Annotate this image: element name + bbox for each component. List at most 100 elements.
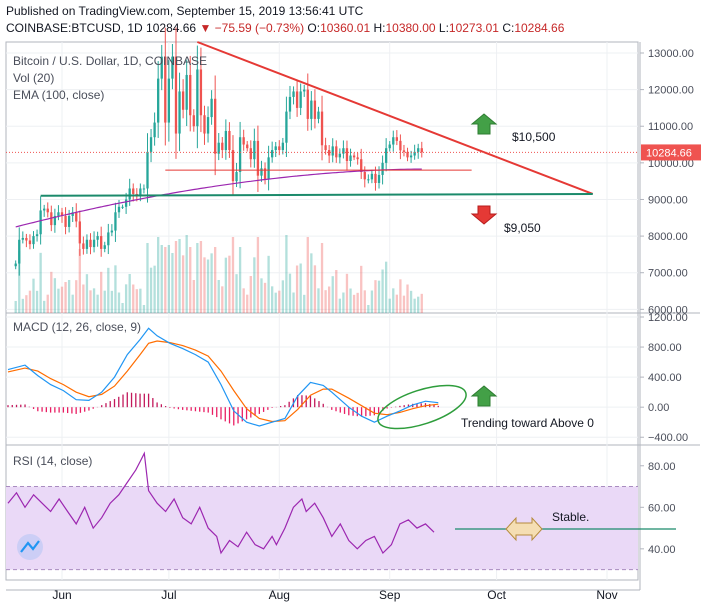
volume-bar — [335, 270, 338, 313]
volume-bar — [174, 241, 178, 313]
volume-bar — [285, 235, 288, 313]
x-tick-label: Jul — [161, 588, 176, 602]
low-label: L: — [438, 21, 449, 35]
low-value: 10273.01 — [448, 21, 499, 35]
candle — [349, 155, 352, 162]
candle — [210, 98, 213, 118]
candle — [263, 168, 267, 179]
volume-bar — [327, 286, 331, 313]
candle — [100, 236, 103, 249]
volume-bar — [299, 263, 302, 313]
candle — [206, 117, 210, 134]
candle — [360, 159, 363, 173]
volume-bar — [206, 259, 210, 313]
ema-label: EMA (100, close) — [13, 88, 105, 102]
candle — [406, 151, 409, 158]
volume-bar — [214, 247, 217, 313]
volume-bar — [85, 274, 89, 313]
volume-bar — [253, 257, 256, 313]
price-tick-label: 8000.00 — [648, 231, 688, 243]
volume-bar — [107, 267, 110, 313]
candle — [253, 140, 256, 160]
volume-bar — [89, 290, 92, 313]
volume-bar — [171, 253, 174, 313]
volume-bar — [128, 274, 131, 313]
candle — [320, 111, 324, 146]
x-tick-label: Oct — [487, 588, 506, 602]
volume-bar — [78, 249, 81, 313]
logo-mark — [20, 540, 40, 553]
candle — [124, 199, 128, 207]
last-price: 10284.66 — [146, 21, 197, 35]
volume-bar — [402, 295, 406, 313]
volume-bar — [142, 305, 146, 313]
x-tick-label: Sep — [379, 588, 401, 602]
volume-bar — [356, 292, 359, 313]
price-tick-label: 6000.00 — [648, 304, 688, 316]
support-trendline — [40, 192, 593, 197]
volume-bar — [370, 290, 374, 313]
volume-bar — [203, 257, 206, 313]
candle — [185, 74, 188, 110]
candle — [395, 137, 398, 141]
volume-bar — [28, 290, 32, 313]
candle — [231, 150, 235, 182]
volume-bar — [303, 294, 306, 313]
volume-bar — [135, 289, 138, 313]
candle — [281, 142, 285, 151]
volume-bar — [413, 298, 416, 313]
volume-bar — [100, 271, 103, 313]
candle — [295, 91, 299, 108]
volume-bar — [338, 298, 342, 313]
volume-bar — [267, 255, 270, 313]
candle — [146, 151, 149, 189]
volume-bar — [274, 292, 277, 313]
candle — [28, 240, 32, 245]
volume-bar — [392, 288, 395, 313]
volume-bar — [342, 292, 345, 313]
volume-bar — [181, 255, 185, 313]
volume-bar — [417, 296, 420, 313]
volume-bar — [271, 286, 274, 313]
volume-bar — [256, 237, 260, 313]
volume-bar — [388, 298, 391, 313]
candle — [377, 174, 381, 183]
published-line: Published on TradingView.com, September … — [6, 4, 364, 18]
volume-bar — [124, 284, 128, 313]
candle — [192, 115, 195, 127]
candle — [139, 188, 142, 197]
volume-bar — [185, 235, 188, 313]
volume-bar — [146, 243, 149, 313]
volume-bar — [14, 300, 17, 313]
candle — [235, 172, 238, 182]
macd-line — [7, 327, 439, 427]
candle — [324, 145, 327, 151]
candle — [71, 212, 74, 216]
volume-bar — [139, 288, 142, 313]
candle — [342, 148, 345, 154]
candle — [174, 56, 178, 134]
volume-bar — [278, 290, 281, 313]
macd-tick-label: −400.00 — [648, 432, 688, 444]
arrow-up-icon — [470, 385, 498, 407]
candle — [306, 89, 309, 119]
volume-bar — [406, 284, 409, 313]
volume-bar — [103, 290, 106, 313]
volume-bar — [238, 247, 242, 313]
volume-bar — [43, 300, 46, 313]
macd-tick-label: 400.00 — [648, 372, 682, 384]
rsi-band — [6, 486, 638, 570]
price-tick-label: 11000.00 — [648, 121, 693, 133]
candle — [46, 208, 49, 213]
volume-bar — [374, 280, 377, 313]
ohlc-line: COINBASE:BTCUSD, 1D 10284.66 ▼ −75.59 (−… — [6, 21, 564, 35]
candle — [14, 263, 17, 267]
volume-bar — [409, 290, 413, 313]
last-price-tag — [641, 144, 701, 161]
candle — [409, 155, 413, 158]
candle — [128, 188, 131, 200]
volume-bar — [189, 247, 192, 313]
volume-bar — [192, 280, 195, 313]
candle — [121, 206, 124, 208]
